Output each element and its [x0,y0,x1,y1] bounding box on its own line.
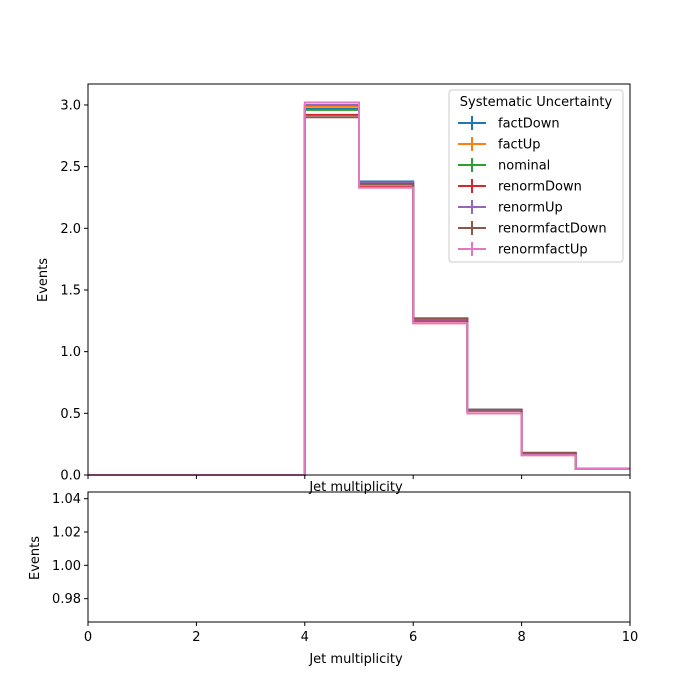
legend-label: factDown [498,117,560,132]
ratio-y-ticks: 0.98 1.00 1.02 1.04 [52,492,88,607]
ratio-y-tick-label: 1.04 [52,492,81,507]
legend-entry-renormfactDown: renormfactDown [458,221,607,237]
ratio-y-axis-label: Events [28,536,43,580]
legend-label: nominal [498,159,550,174]
legend-label: renormDown [498,180,582,195]
legend-box [448,89,624,263]
legend-entry-factDown: factDown [458,116,560,132]
ratio-y-tick-label: 1.00 [52,559,81,574]
legend-label: renormUp [498,201,563,216]
ratio-x-tick-label: 0 [84,630,92,645]
main-y-ticks: 0.0 0.5 1.0 1.5 2.0 2.5 3.0 [60,98,88,484]
ratio-x-ticks: 0 2 4 6 8 10 [84,622,638,645]
legend-label: renormfactUp [498,243,588,258]
ratio-x-tick-label: 8 [517,630,525,645]
ratio-x-tick-label: 6 [409,630,417,645]
legend-entry-renormDown: renormDown [458,179,582,195]
legend-label: renormfactDown [498,222,607,237]
main-y-tick-label: 2.5 [60,160,81,175]
ratio-axes-frame [87,491,631,623]
legend-entry-renormfactUp: renormfactUp [458,242,588,258]
legend-label: factUp [498,138,541,153]
main-y-tick-label: 1.5 [60,283,81,298]
main-y-tick-label: 0.0 [60,469,81,484]
legend-entry-nominal: nominal [458,158,550,174]
main-y-tick-label: 0.5 [60,407,81,422]
main-y-tick-label: 2.0 [60,222,81,237]
main-y-axis-label: Events [36,258,51,302]
main-x-axis-label: Jet multiplicity [308,480,403,495]
main-panel: 0.0 0.5 1.0 1.5 2.0 2.5 3.0 Jet multiplicity E… [36,83,631,495]
ratio-x-tick-label: 2 [192,630,200,645]
ratio-x-tick-label: 10 [622,630,639,645]
ratio-x-axis-label: Jet multiplicity [308,652,403,667]
ratio-panel: 0.98 1.00 1.02 1.04 0 2 4 6 8 10 Jet multiplicit… [28,491,638,667]
main-axes-frame [87,83,631,476]
main-y-tick-label: 1.0 [60,345,81,360]
main-y-tick-label: 3.0 [60,98,81,113]
legend-entry-factUp: factUp [458,137,541,153]
legend: Systematic Uncertainty factDown factUp nom… [448,89,624,263]
ratio-y-tick-label: 1.02 [52,526,81,541]
ratio-y-tick-label: 0.98 [52,592,81,607]
ratio-x-tick-label: 4 [301,630,309,645]
legend-title: Systematic Uncertainty [460,95,613,110]
main-x-ticks [87,475,631,479]
legend-entry-renormUp: renormUp [458,200,563,216]
legend-entries: factDown factUp nominal renormDown renormUp r… [458,116,607,258]
